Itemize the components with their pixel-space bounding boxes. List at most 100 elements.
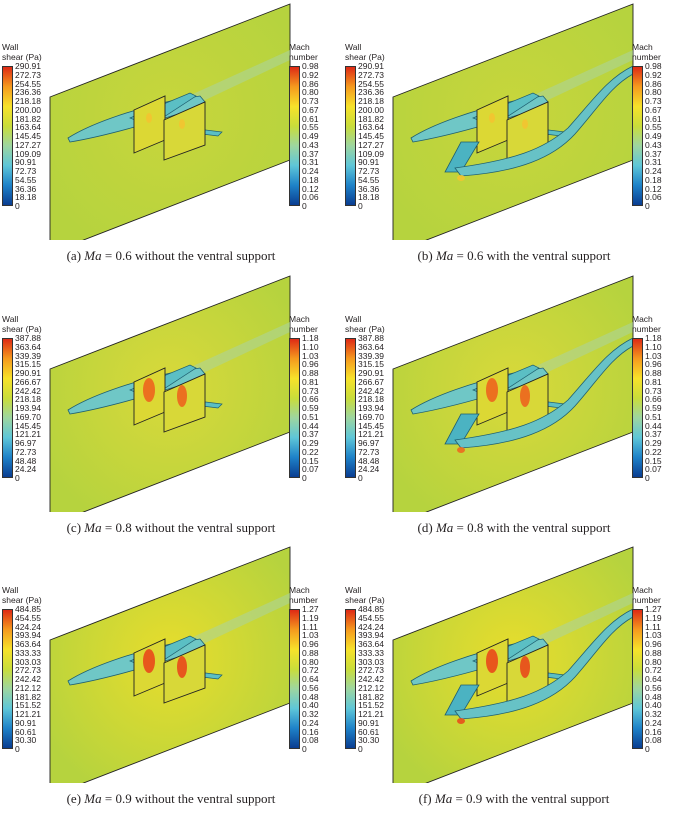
mach-tick-label: 1.18 (302, 333, 319, 343)
wall-shear-tick-label: 90.91 (15, 157, 37, 168)
wall-shear-tick-label: 290.91 (15, 61, 41, 71)
mach-tick-label: 0.07 (302, 464, 319, 475)
mach-colorbar-title: Mach number (632, 585, 661, 605)
wall-shear-tick-label: 90.91 (358, 717, 380, 728)
cfd-scene-b (392, 3, 634, 240)
caption-symbol: Ma (435, 248, 454, 263)
wall-shear-tick-label: 363.64 (15, 341, 41, 352)
wall-shear-tick-label: 363.64 (358, 341, 384, 352)
wall-shear-tick-label: 242.42 (358, 385, 384, 396)
wall-shear-tick-label: 0 (15, 201, 20, 211)
wall-shear-tick-label: 145.45 (15, 131, 41, 141)
wall-shear-title-line2: shear (Pa) (2, 595, 42, 605)
mach-tick-label: 0.80 (645, 656, 662, 667)
mach-tick-label: 0.24 (645, 166, 662, 176)
mach-tick-label: 0.40 (302, 700, 319, 711)
caption-text: = 0.9 without the ventral support (101, 791, 276, 806)
panel-caption: (d) Ma = 0.8 with the ventral support (343, 520, 685, 536)
wall-shear-title-line1: Wall (2, 314, 19, 324)
wall-shear-tick-label: 181.82 (358, 113, 384, 124)
mach-tick-label: 0.56 (302, 682, 319, 693)
mach-tick-label: 0.61 (645, 113, 662, 124)
mach-tick-label: 0.86 (302, 78, 319, 89)
wall-shear-tick-label: 454.55 (15, 612, 41, 623)
wall-shear-tick-label: 315.15 (15, 359, 41, 370)
wall-shear-tick-label: 339.39 (15, 350, 41, 361)
wall-shear-tick-label: 60.61 (15, 726, 37, 737)
wall-shear-colorbar-title: Wall shear (Pa) (345, 314, 385, 334)
mach-tick-label: 0.44 (302, 420, 319, 431)
wall-shear-tick-label: 109.09 (15, 148, 41, 159)
wall-shear-tick-label: 90.91 (15, 717, 37, 728)
mach-tick-label: 0.29 (302, 438, 319, 448)
wall-shear-tick-label: 484.85 (358, 604, 384, 614)
wall-shear-tick-label: 200.00 (15, 104, 41, 115)
mach-tick-label: 0.15 (645, 455, 662, 466)
mach-colorbar (289, 609, 300, 749)
wall-shear-tick-label: 24.24 (15, 464, 37, 475)
wall-shear-tick-label: 193.94 (15, 403, 41, 413)
wall-shear-tick-label: 127.27 (15, 139, 41, 150)
caption-text: = 0.6 without the ventral support (101, 248, 276, 263)
wall-shear-title-line1: Wall (2, 42, 19, 52)
wall-shear-tick-label: 121.21 (15, 429, 41, 440)
wall-shear-colorbar (2, 609, 13, 749)
mach-tick-label: 0.67 (645, 104, 662, 115)
mach-tick-label: 0 (645, 473, 650, 483)
mach-tick-label: 0.06 (302, 192, 319, 203)
wall-shear-tick-label: 121.21 (15, 709, 41, 719)
caption-symbol: Ma (435, 520, 454, 535)
wall-shear-tick-label: 36.36 (358, 183, 380, 194)
mach-tick-label: 0.64 (645, 674, 662, 684)
caption-label: (f) (418, 791, 435, 806)
panel-c: Wall shear (Pa) 387.88 363.64 339.39 315.15 29… (0, 272, 342, 543)
mach-tick-label: 0.44 (645, 420, 662, 431)
mach-title-line2: number (632, 595, 661, 605)
wall-shear-tick-label: 333.33 (15, 647, 41, 658)
wall-shear-title-line2: shear (Pa) (345, 52, 385, 62)
wall-shear-tick-label: 72.73 (358, 446, 380, 457)
mach-tick-label: 0.88 (302, 647, 319, 658)
wall-shear-tick-label: 363.64 (15, 639, 41, 649)
mach-colorbar (632, 338, 643, 478)
mach-tick-label: 1.03 (302, 350, 319, 361)
mach-title-line1: Mach (632, 42, 653, 52)
wall-shear-tick-label: 48.48 (15, 455, 37, 466)
wall-shear-tick-label: 290.91 (358, 61, 384, 71)
wall-shear-colorbar-title: Wall shear (Pa) (2, 42, 42, 62)
caption-symbol: Ma (434, 791, 453, 806)
wall-shear-tick-label: 333.33 (358, 647, 384, 658)
mach-tick-label: 0.18 (302, 174, 319, 185)
mach-colorbar (632, 66, 643, 206)
mach-colorbar-title: Mach number (289, 314, 318, 334)
cfd-scene-d (392, 275, 634, 512)
mach-tick-label: 0.81 (302, 376, 319, 387)
wall-shear-tick-label: 254.55 (358, 78, 384, 89)
mach-tick-label: 0.80 (302, 87, 319, 98)
mach-tick-label: 0.59 (302, 403, 319, 413)
wall-shear-tick-label: 242.42 (15, 674, 41, 684)
wall-shear-tick-label: 218.18 (358, 96, 384, 106)
wall-shear-tick-label: 0 (15, 473, 20, 483)
wall-shear-tick-label: 181.82 (15, 691, 41, 702)
wall-shear-tick-label: 54.55 (15, 174, 37, 185)
mach-tick-label: 0.37 (645, 148, 662, 159)
wall-shear-tick-label: 236.36 (15, 87, 41, 98)
mach-tick-label: 0.24 (645, 717, 662, 728)
wall-shear-colorbar (2, 66, 13, 206)
mach-colorbar (289, 66, 300, 206)
mach-tick-label: 0.86 (645, 78, 662, 89)
mach-tick-label: 0.08 (645, 735, 662, 746)
mach-tick-label: 1.27 (645, 604, 662, 614)
caption-symbol: Ma (84, 791, 102, 806)
wall-shear-tick-label: 272.73 (358, 69, 384, 80)
mach-tick-label: 0.88 (645, 368, 662, 378)
panel-f: Wall shear (Pa) 484.85 454.55 424.24 393.94 36… (343, 543, 685, 814)
mach-tick-label: 1.18 (645, 333, 662, 343)
mach-tick-label: 1.10 (302, 341, 319, 352)
mach-tick-label: 0.32 (302, 709, 319, 719)
mach-colorbar-title: Mach number (289, 42, 318, 62)
wall-shear-colorbar-title: Wall shear (Pa) (345, 42, 385, 62)
wall-shear-tick-label: 272.73 (358, 665, 384, 676)
wall-shear-tick-label: 0 (358, 473, 363, 483)
